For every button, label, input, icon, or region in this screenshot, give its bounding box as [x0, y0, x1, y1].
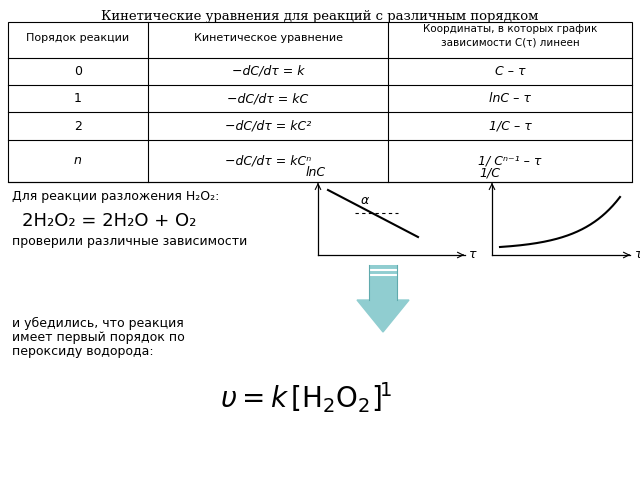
- Bar: [369, 265, 397, 300]
- Text: Кинетическое уравнение: Кинетическое уравнение: [193, 33, 342, 43]
- Text: τ: τ: [635, 249, 640, 262]
- Text: Порядок реакции: Порядок реакции: [26, 33, 129, 43]
- Text: 1: 1: [74, 92, 82, 105]
- Text: и убедились, что реакция: и убедились, что реакция: [12, 317, 184, 330]
- Text: 0: 0: [74, 65, 82, 78]
- Polygon shape: [357, 300, 409, 332]
- Text: 1/C – τ: 1/C – τ: [488, 120, 531, 132]
- Text: 1/ Cⁿ⁻¹ – τ: 1/ Cⁿ⁻¹ – τ: [478, 155, 541, 168]
- Text: lnC – τ: lnC – τ: [489, 92, 531, 105]
- Text: проверили различные зависимости: проверили различные зависимости: [12, 235, 247, 248]
- Text: Для реакции разложения H₂O₂:: Для реакции разложения H₂O₂:: [12, 190, 220, 203]
- Text: C – τ: C – τ: [495, 65, 525, 78]
- Text: Кинетические уравнения для реакций с различным порядком: Кинетические уравнения для реакций с раз…: [101, 10, 539, 23]
- Bar: [8, 22, 632, 182]
- Text: −dC/dτ = kC: −dC/dτ = kC: [227, 92, 308, 105]
- Text: Координаты, в которых график
зависимости C(τ) линеен: Координаты, в которых график зависимости…: [423, 24, 597, 48]
- Text: −dC/dτ = kC²: −dC/dτ = kC²: [225, 120, 311, 132]
- Text: $\upsilon = k\,[\mathrm{H_2O_2}]^{\!\mathit{1}}$: $\upsilon = k\,[\mathrm{H_2O_2}]^{\!\mat…: [220, 380, 392, 415]
- Text: 2H₂O₂ = 2H₂O + O₂: 2H₂O₂ = 2H₂O + O₂: [22, 212, 196, 230]
- Text: α: α: [361, 194, 369, 207]
- Text: n: n: [74, 155, 82, 168]
- Text: 2: 2: [74, 120, 82, 132]
- Text: −dC/dτ = k: −dC/dτ = k: [232, 65, 304, 78]
- Text: имеет первый порядок по: имеет первый порядок по: [12, 331, 185, 344]
- Text: −dC/dτ = kCⁿ: −dC/dτ = kCⁿ: [225, 155, 311, 168]
- Text: lnC: lnC: [306, 166, 326, 179]
- Text: τ: τ: [469, 249, 477, 262]
- Text: 1/C: 1/C: [479, 166, 500, 179]
- Text: пероксиду водорода:: пероксиду водорода:: [12, 345, 154, 358]
